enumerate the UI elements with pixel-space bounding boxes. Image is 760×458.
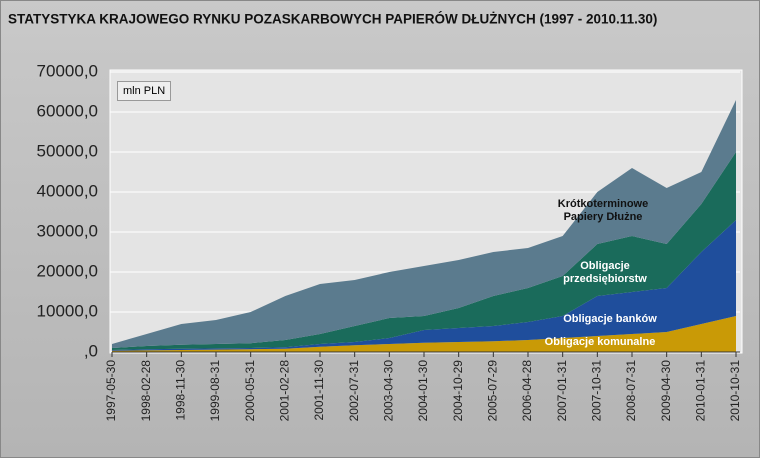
x-tick-label: 2004-10-29 [451, 360, 465, 422]
y-tick-label: 20000,0 [37, 261, 98, 280]
x-tick-label: 2001-11-30 [312, 360, 326, 421]
x-tick-label: 2002-07-31 [347, 360, 361, 422]
x-tick-label: 2007-01-31 [555, 360, 569, 422]
series-label: Obligacje banków [563, 313, 657, 325]
x-tick-label: 2003-04-30 [382, 360, 396, 422]
area [112, 220, 736, 351]
x-tick-label: 2008-07-31 [624, 360, 638, 422]
x-tick-label: 1999-08-31 [208, 360, 222, 422]
chart-title: STATYSTYKA KRAJOWEGO RYNKU POZASKARBOWYC… [8, 12, 657, 27]
x-tick-label: 2010-10-31 [728, 360, 742, 422]
y-tick-label: 60000,0 [37, 101, 98, 120]
x-tick-label: 2006-04-28 [520, 360, 534, 422]
x-tick-label: 2004-01-30 [416, 360, 430, 422]
area [112, 316, 736, 352]
x-tick-label: 1998-02-28 [139, 360, 153, 422]
x-tick-label: 2009-04-30 [659, 360, 673, 422]
y-tick-label: 40000,0 [37, 181, 98, 200]
x-tick-label: 2001-02-28 [278, 360, 292, 422]
x-tick-label: 2010-01-31 [694, 360, 708, 422]
area [112, 100, 736, 348]
y-tick-label: 30000,0 [37, 221, 98, 240]
x-tick-label: 2005-07-29 [486, 360, 500, 422]
series-label: Krótkoterminowe Papiery Dłużne [557, 198, 649, 223]
series-label: Obligacje komunalne [544, 336, 656, 348]
x-tick-label: 1998-11-30 [174, 360, 188, 421]
x-tick-label: 2000-05-31 [243, 360, 257, 422]
unit-label: mln PLN [117, 81, 172, 101]
area [112, 152, 736, 350]
y-tick-label: 70000,0 [37, 61, 98, 80]
y-tick-label: 50000,0 [37, 141, 98, 160]
series-label: Obligacje przedsiębiorstw [563, 260, 647, 285]
y-tick-label: ,0 [84, 341, 98, 360]
x-tick-label: 1997-05-30 [104, 360, 118, 422]
x-tick-label: 2007-10-31 [590, 360, 604, 422]
y-tick-label: 10000,0 [37, 301, 98, 320]
